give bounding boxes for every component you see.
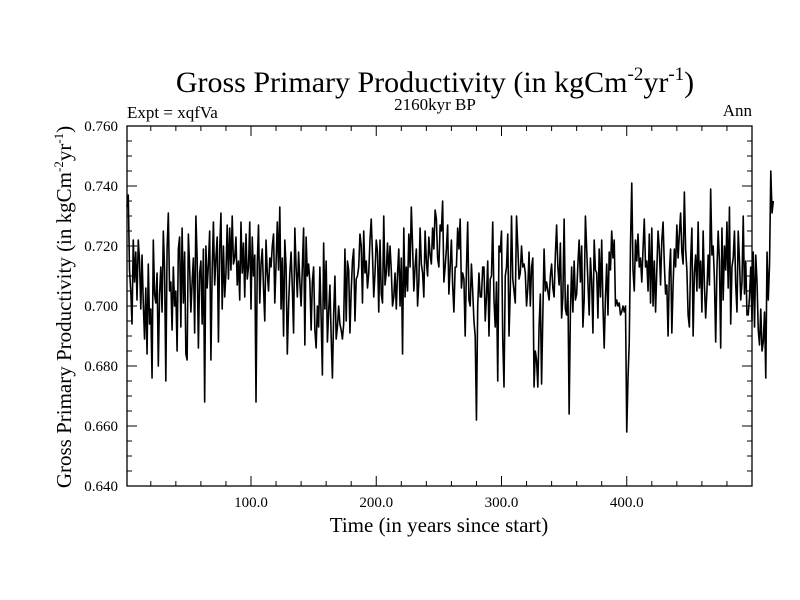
y-tick-label: 0.740 — [84, 179, 118, 195]
y-tick-label: 0.700 — [84, 299, 118, 315]
season-label: Ann — [723, 101, 753, 120]
x-tick-label: 300.0 — [485, 495, 519, 511]
x-tick-label: 400.0 — [610, 495, 644, 511]
y-tick-label: 0.720 — [84, 239, 118, 255]
gpp-series-line — [126, 170, 775, 433]
x-tick-label: 200.0 — [359, 495, 393, 511]
y-tick-label: 0.680 — [84, 359, 118, 375]
axis-ticks: 100.0 200.0 300.0 400.0 0.640 0.660 0.680 0.700… — [84, 119, 752, 511]
period-label: 2160kyr BP — [394, 95, 476, 114]
plot-frame — [126, 125, 753, 487]
y-axis-label: Gross Primary Productivity (in kgCm-2yr-… — [51, 126, 76, 488]
chart-title: Gross Primary Productivity (in kgCm-2yr-… — [176, 64, 694, 99]
x-tick-label: 100.0 — [234, 495, 268, 511]
experiment-label: Expt = xqfVa — [127, 103, 218, 122]
y-tick-label: 0.760 — [84, 119, 118, 135]
y-tick-label: 0.640 — [84, 479, 118, 495]
x-axis-label: Time (in years since start) — [330, 513, 549, 537]
y-tick-label: 0.660 — [84, 419, 118, 435]
